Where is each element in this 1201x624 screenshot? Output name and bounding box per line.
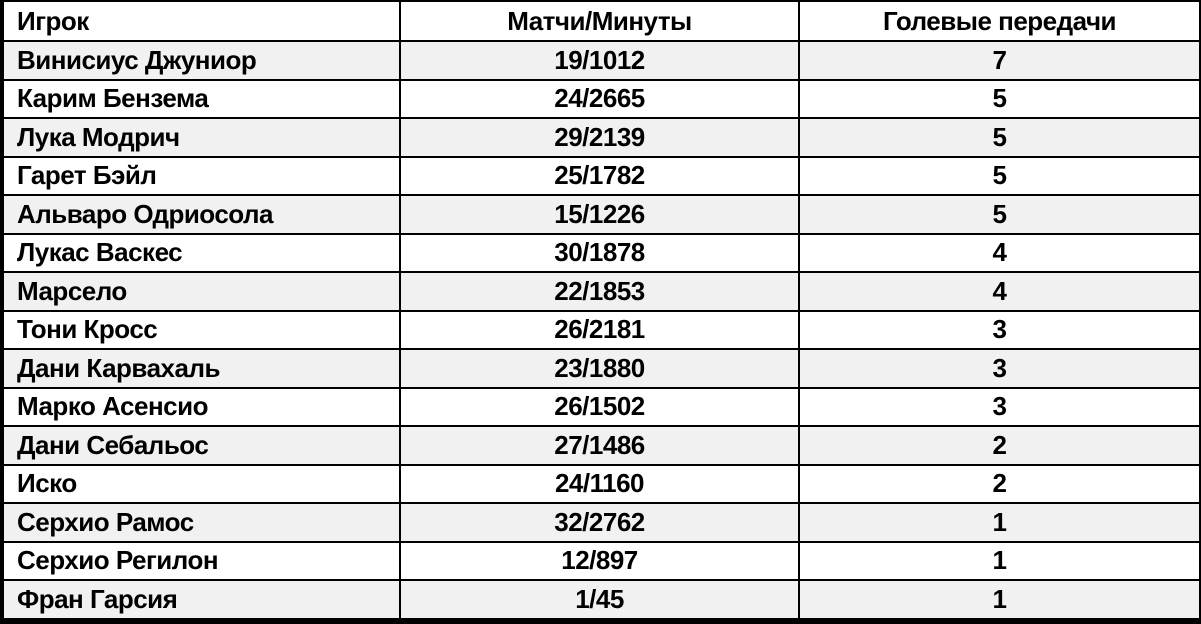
assists-cell: 5 <box>798 117 1201 158</box>
player-cell: Серхио Регилон <box>1 540 401 581</box>
matches-minutes-cell: 12/897 <box>399 540 800 581</box>
player-cell: Серхио Рамос <box>1 502 401 543</box>
table-row: Серхио Регилон 12/897 1 <box>1 540 1201 581</box>
table-row: Дани Карвахаль 23/1880 3 <box>1 348 1201 389</box>
assists-cell: 4 <box>798 232 1201 273</box>
player-cell: Дани Себальос <box>1 425 401 466</box>
matches-minutes-cell: 23/1880 <box>399 348 800 389</box>
table-row: Лукас Васкес 30/1878 4 <box>1 232 1201 273</box>
matches-minutes-cell: 26/1502 <box>399 386 800 427</box>
table-row: Карим Бензема 24/2665 5 <box>1 78 1201 119</box>
matches-minutes-cell: 19/1012 <box>399 40 800 81</box>
assists-cell: 1 <box>798 579 1201 622</box>
table-row: Марсело 22/1853 4 <box>1 271 1201 312</box>
column-header-assists: Голевые передачи <box>798 0 1201 42</box>
player-cell: Гарет Бэйл <box>1 155 401 196</box>
matches-minutes-cell: 25/1782 <box>399 155 800 196</box>
assists-cell: 5 <box>798 194 1201 235</box>
player-cell: Фран Гарсия <box>1 579 401 622</box>
matches-minutes-cell: 26/2181 <box>399 309 800 350</box>
table-row: Гарет Бэйл 25/1782 5 <box>1 155 1201 196</box>
matches-minutes-cell: 24/2665 <box>399 78 800 119</box>
player-cell: Тони Кросс <box>1 309 401 350</box>
player-cell: Лука Модрич <box>1 117 401 158</box>
assists-cell: 7 <box>798 40 1201 81</box>
table-row: Лука Модрич 29/2139 5 <box>1 117 1201 158</box>
table-row: Дани Себальос 27/1486 2 <box>1 425 1201 466</box>
table-row: Серхио Рамос 32/2762 1 <box>1 502 1201 543</box>
header-row: Игрок Матчи/Минуты Голевые передачи <box>1 0 1201 42</box>
table-row: Винисиус Джуниор 19/1012 7 <box>1 40 1201 81</box>
assists-cell: 3 <box>798 348 1201 389</box>
table-row: Иско 24/1160 2 <box>1 463 1201 504</box>
table-header: Игрок Матчи/Минуты Голевые передачи <box>1 0 1201 42</box>
assists-cell: 5 <box>798 155 1201 196</box>
assists-cell: 3 <box>798 386 1201 427</box>
column-header-player: Игрок <box>1 0 401 42</box>
player-cell: Марко Асенсио <box>1 386 401 427</box>
matches-minutes-cell: 29/2139 <box>399 117 800 158</box>
assists-cell: 2 <box>798 463 1201 504</box>
assists-cell: 1 <box>798 540 1201 581</box>
matches-minutes-cell: 1/45 <box>399 579 800 622</box>
table-row: Фран Гарсия 1/45 1 <box>1 579 1201 622</box>
assists-cell: 5 <box>798 78 1201 119</box>
matches-minutes-cell: 15/1226 <box>399 194 800 235</box>
player-cell: Винисиус Джуниор <box>1 40 401 81</box>
table-body: Винисиус Джуниор 19/1012 7 Карим Бензема 24/… <box>1 40 1201 622</box>
assists-cell: 2 <box>798 425 1201 466</box>
column-header-matches-minutes: Матчи/Минуты <box>399 0 800 42</box>
matches-minutes-cell: 27/1486 <box>399 425 800 466</box>
matches-minutes-cell: 24/1160 <box>399 463 800 504</box>
assists-cell: 3 <box>798 309 1201 350</box>
matches-minutes-cell: 22/1853 <box>399 271 800 312</box>
player-cell: Марсело <box>1 271 401 312</box>
table-row: Тони Кросс 26/2181 3 <box>1 309 1201 350</box>
player-cell: Карим Бензема <box>1 78 401 119</box>
player-cell: Лукас Васкес <box>1 232 401 273</box>
player-cell: Дани Карвахаль <box>1 348 401 389</box>
table-row: Марко Асенсио 26/1502 3 <box>1 386 1201 427</box>
assists-cell: 1 <box>798 502 1201 543</box>
player-cell: Иско <box>1 463 401 504</box>
table-row: Альваро Одриосола 15/1226 5 <box>1 194 1201 235</box>
matches-minutes-cell: 30/1878 <box>399 232 800 273</box>
matches-minutes-cell: 32/2762 <box>399 502 800 543</box>
player-cell: Альваро Одриосола <box>1 194 401 235</box>
assists-cell: 4 <box>798 271 1201 312</box>
